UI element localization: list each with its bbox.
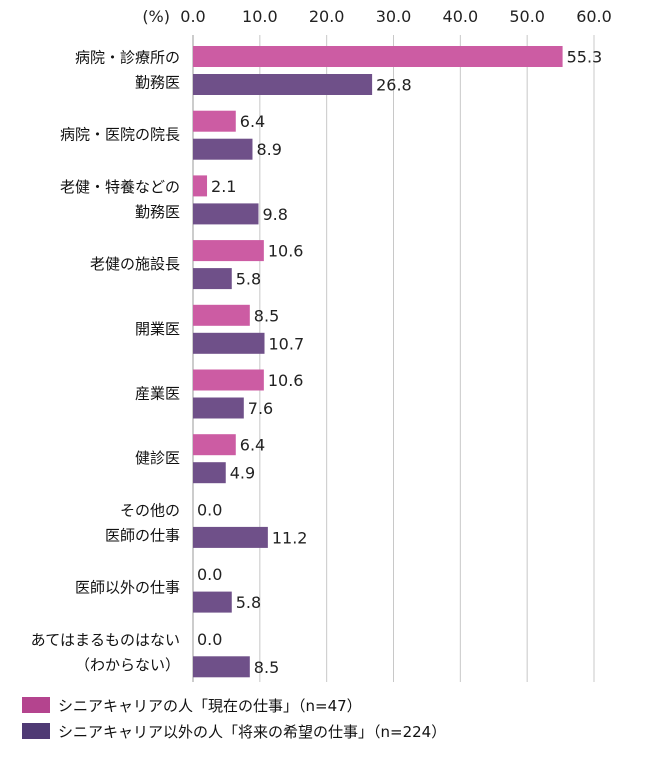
data-label: 8.9 xyxy=(256,140,281,159)
bar-desired-job xyxy=(193,462,226,484)
data-label: 10.6 xyxy=(268,371,304,390)
data-label: 4.9 xyxy=(230,464,255,483)
legend-label: シニアキャリア以外の人「将来の希望の仕事」（n=224） xyxy=(58,723,446,741)
bar-current-job xyxy=(193,240,264,262)
category-label: 老健・特養などの xyxy=(60,178,180,196)
data-label: 10.6 xyxy=(268,242,304,261)
data-label: 6.4 xyxy=(240,436,265,455)
data-label: 10.7 xyxy=(269,334,305,353)
bar-desired-job xyxy=(193,656,250,678)
category-label: 勤務医 xyxy=(135,74,180,92)
bar-current-job xyxy=(193,304,250,326)
unit-label: (%) xyxy=(142,7,170,26)
x-tick-label: 60.0 xyxy=(576,7,612,26)
category-label: その他の xyxy=(120,501,180,519)
x-tick-label: 50.0 xyxy=(509,7,545,26)
bar-desired-job xyxy=(193,397,244,419)
data-label: 5.8 xyxy=(236,270,261,289)
category-label: 医師以外の仕事 xyxy=(75,579,180,597)
bar-current-job xyxy=(193,434,236,456)
bar-desired-job xyxy=(193,138,253,160)
data-label: 5.8 xyxy=(236,593,261,612)
bar-current-job xyxy=(193,175,208,197)
data-label: 0.0 xyxy=(197,630,222,649)
bar-current-job xyxy=(193,110,236,132)
data-label: 11.2 xyxy=(272,528,308,547)
legend-swatch xyxy=(22,723,50,739)
x-tick-label: 10.0 xyxy=(242,7,278,26)
bars xyxy=(193,46,563,678)
legend-label: シニアキャリアの人「現在の仕事」（n=47） xyxy=(58,697,362,715)
data-label: 26.8 xyxy=(376,76,412,95)
category-label: 病院・医院の院長 xyxy=(60,126,180,144)
legend-swatch xyxy=(22,697,50,713)
category-label: 産業医 xyxy=(135,385,180,403)
category-label: あてはまるものはない xyxy=(31,631,180,649)
bar-desired-job xyxy=(193,268,232,290)
x-tick-label: 0.0 xyxy=(180,7,205,26)
data-label: 7.6 xyxy=(248,399,273,418)
data-label: 8.5 xyxy=(254,658,279,677)
bar-desired-job xyxy=(193,332,265,354)
category-label: 開業医 xyxy=(135,320,180,338)
grid-lines xyxy=(192,35,595,682)
labels: (%) 0.0 10.0 20.0 30.0 40.0 50.0 60.0 病院・診療所の勤務医… xyxy=(31,7,612,677)
category-label: 医師の仕事 xyxy=(105,526,180,544)
category-label: 病院・診療所の xyxy=(75,49,180,67)
bar-desired-job xyxy=(193,591,232,613)
bar-desired-job xyxy=(193,203,259,225)
bar-current-job xyxy=(193,46,563,67)
bar-desired-job xyxy=(193,74,373,95)
data-label: 2.1 xyxy=(211,177,236,196)
x-tick-label: 30.0 xyxy=(376,7,412,26)
category-label: 勤務医 xyxy=(135,203,180,221)
data-label: 0.0 xyxy=(197,500,222,519)
category-label: 健診医 xyxy=(135,449,180,467)
category-label: （わからない） xyxy=(75,656,180,674)
data-label: 8.5 xyxy=(254,306,279,325)
x-tick-label: 40.0 xyxy=(443,7,479,26)
data-label: 6.4 xyxy=(240,112,265,131)
bar-desired-job xyxy=(193,526,268,548)
data-label: 55.3 xyxy=(567,48,603,67)
data-label: 0.0 xyxy=(197,565,222,584)
bar-current-job xyxy=(193,369,264,391)
legend: シニアキャリアの人「現在の仕事」（n=47） シニアキャリア以外の人「将来の希望の… xyxy=(22,697,446,741)
x-tick-label: 20.0 xyxy=(309,7,345,26)
data-label: 9.8 xyxy=(262,205,287,224)
category-label: 老健の施設長 xyxy=(90,255,180,273)
